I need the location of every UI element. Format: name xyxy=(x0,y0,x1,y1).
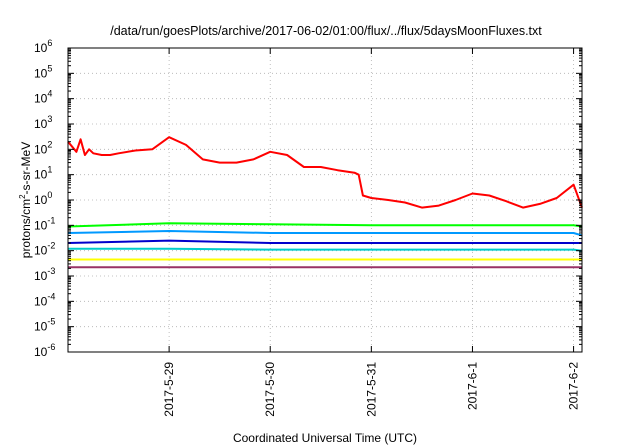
y-tick-label: 10-4 xyxy=(34,291,55,308)
y-tick-base: 10 xyxy=(34,117,48,131)
x-axis-ticks: 2017-5-29 2017-5-30 2017-5-31 2017-6-1 2017-… xyxy=(162,48,581,417)
y-axis-label-rest: -s-sr-MeV xyxy=(19,142,33,195)
y-tick-exponent: 0 xyxy=(47,190,52,200)
x-tick-label: 2017-5-31 xyxy=(364,362,378,417)
y-tick-base: 10 xyxy=(34,41,48,55)
y-tick-label: 10-1 xyxy=(34,215,55,232)
y-tick-label: 106 xyxy=(34,38,52,55)
y-tick-exponent: -3 xyxy=(47,266,55,276)
series-line-2 xyxy=(67,230,583,237)
series-line-0 xyxy=(67,136,583,209)
y-axis-ticks: 10610510410310210110010-110-210-310-410-… xyxy=(34,38,582,359)
y-tick-base: 10 xyxy=(34,92,48,106)
y-tick-base: 10 xyxy=(34,142,48,156)
y-tick-exponent: -6 xyxy=(47,342,55,352)
x-axis-label: Coordinated Universal Time (UTC) xyxy=(233,431,417,445)
y-tick-label: 104 xyxy=(34,89,52,106)
y-tick-base: 10 xyxy=(34,218,48,232)
y-tick-label: 10-6 xyxy=(34,342,55,359)
y-tick-base: 10 xyxy=(34,269,48,283)
y-tick-label: 102 xyxy=(34,139,52,156)
series-line-1 xyxy=(67,222,583,228)
y-tick-base: 10 xyxy=(34,320,48,334)
y-tick-base: 10 xyxy=(34,294,48,308)
y-tick-base: 10 xyxy=(34,345,48,359)
series-line-3 xyxy=(67,239,582,244)
y-tick-label: 10-2 xyxy=(34,241,55,258)
y-tick-base: 10 xyxy=(34,244,48,258)
y-tick-exponent: 4 xyxy=(47,89,52,99)
y-tick-exponent: -4 xyxy=(47,291,55,301)
y-tick-exponent: 2 xyxy=(47,139,52,149)
series-line-4 xyxy=(68,247,583,252)
y-tick-label: 100 xyxy=(34,190,52,207)
x-tick-label: 2017-5-30 xyxy=(263,362,277,417)
data-series xyxy=(67,136,583,269)
y-tick-label: 10-3 xyxy=(34,266,55,283)
y-tick-exponent: 5 xyxy=(47,63,52,73)
y-axis-label-unit: protons/cm xyxy=(19,199,33,258)
y-tick-label: 105 xyxy=(34,63,52,80)
y-tick-label: 10-5 xyxy=(34,317,55,334)
y-tick-base: 10 xyxy=(34,193,48,207)
y-tick-exponent: 1 xyxy=(47,165,52,175)
y-tick-exponent: -1 xyxy=(47,215,55,225)
y-tick-exponent: 6 xyxy=(47,38,52,48)
x-tick-label: 2017-6-1 xyxy=(465,362,479,410)
y-axis-label: protons/cm2-s-sr-MeV xyxy=(18,142,33,258)
chart-title: /data/run/goesPlots/archive/2017-06-02/0… xyxy=(110,24,542,38)
y-tick-base: 10 xyxy=(34,66,48,80)
y-tick-label: 101 xyxy=(34,165,52,182)
x-tick-label: 2017-6-2 xyxy=(567,362,581,410)
y-tick-exponent: 3 xyxy=(47,114,52,124)
y-tick-label: 103 xyxy=(34,114,52,131)
y-axis-label-superscript: 2 xyxy=(18,194,27,199)
y-tick-exponent: -5 xyxy=(47,317,55,327)
x-tick-label: 2017-5-29 xyxy=(162,362,176,417)
y-tick-exponent: -2 xyxy=(47,241,55,251)
y-tick-base: 10 xyxy=(34,168,48,182)
